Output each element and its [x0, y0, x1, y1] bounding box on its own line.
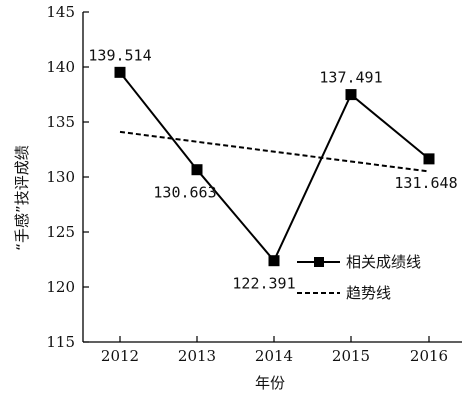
- legend: 相关成绩线 趋势线: [297, 253, 421, 302]
- data-point-marker: [345, 89, 357, 101]
- data-label: 122.391: [232, 275, 295, 293]
- y-axis-ticks: 115 120 125 130 135 140 145: [46, 3, 89, 351]
- legend-label-series-1: 相关成绩线: [346, 253, 421, 271]
- legend-marker-square: [314, 257, 324, 267]
- series-layer: [114, 66, 435, 267]
- x-axis-title: 年份: [255, 374, 285, 392]
- y-tick-label: 130: [46, 168, 75, 186]
- x-tick-label: 2012: [101, 347, 139, 365]
- y-tick-label: 140: [46, 58, 75, 76]
- x-tick-label: 2013: [178, 347, 216, 365]
- y-tick-label: 135: [46, 113, 75, 131]
- data-point-marker: [114, 66, 126, 78]
- data-point-marker: [191, 164, 203, 176]
- y-tick-label: 115: [46, 333, 75, 351]
- data-point-marker: [268, 255, 280, 267]
- y-tick-label: 120: [46, 278, 75, 296]
- y-tick-label: 125: [46, 223, 75, 241]
- y-tick-label: 145: [46, 3, 75, 21]
- data-labels: 139.514 130.663 122.391 137.491 131.648: [88, 46, 457, 292]
- trend-line: [119, 130, 430, 173]
- x-axis-ticks: 2012 2013 2014 2015 2016: [101, 336, 448, 365]
- data-label: 131.648: [394, 174, 457, 192]
- x-tick-label: 2014: [255, 347, 293, 365]
- x-tick-label: 2016: [410, 347, 448, 365]
- data-label: 130.663: [153, 184, 216, 202]
- y-axis-title: “手感”技评成绩: [13, 145, 31, 251]
- legend-label-series-2: 趋势线: [346, 284, 391, 302]
- data-point-marker: [423, 153, 435, 165]
- data-label: 139.514: [88, 46, 151, 64]
- x-tick-label: 2015: [332, 347, 370, 365]
- data-label: 137.491: [319, 69, 382, 87]
